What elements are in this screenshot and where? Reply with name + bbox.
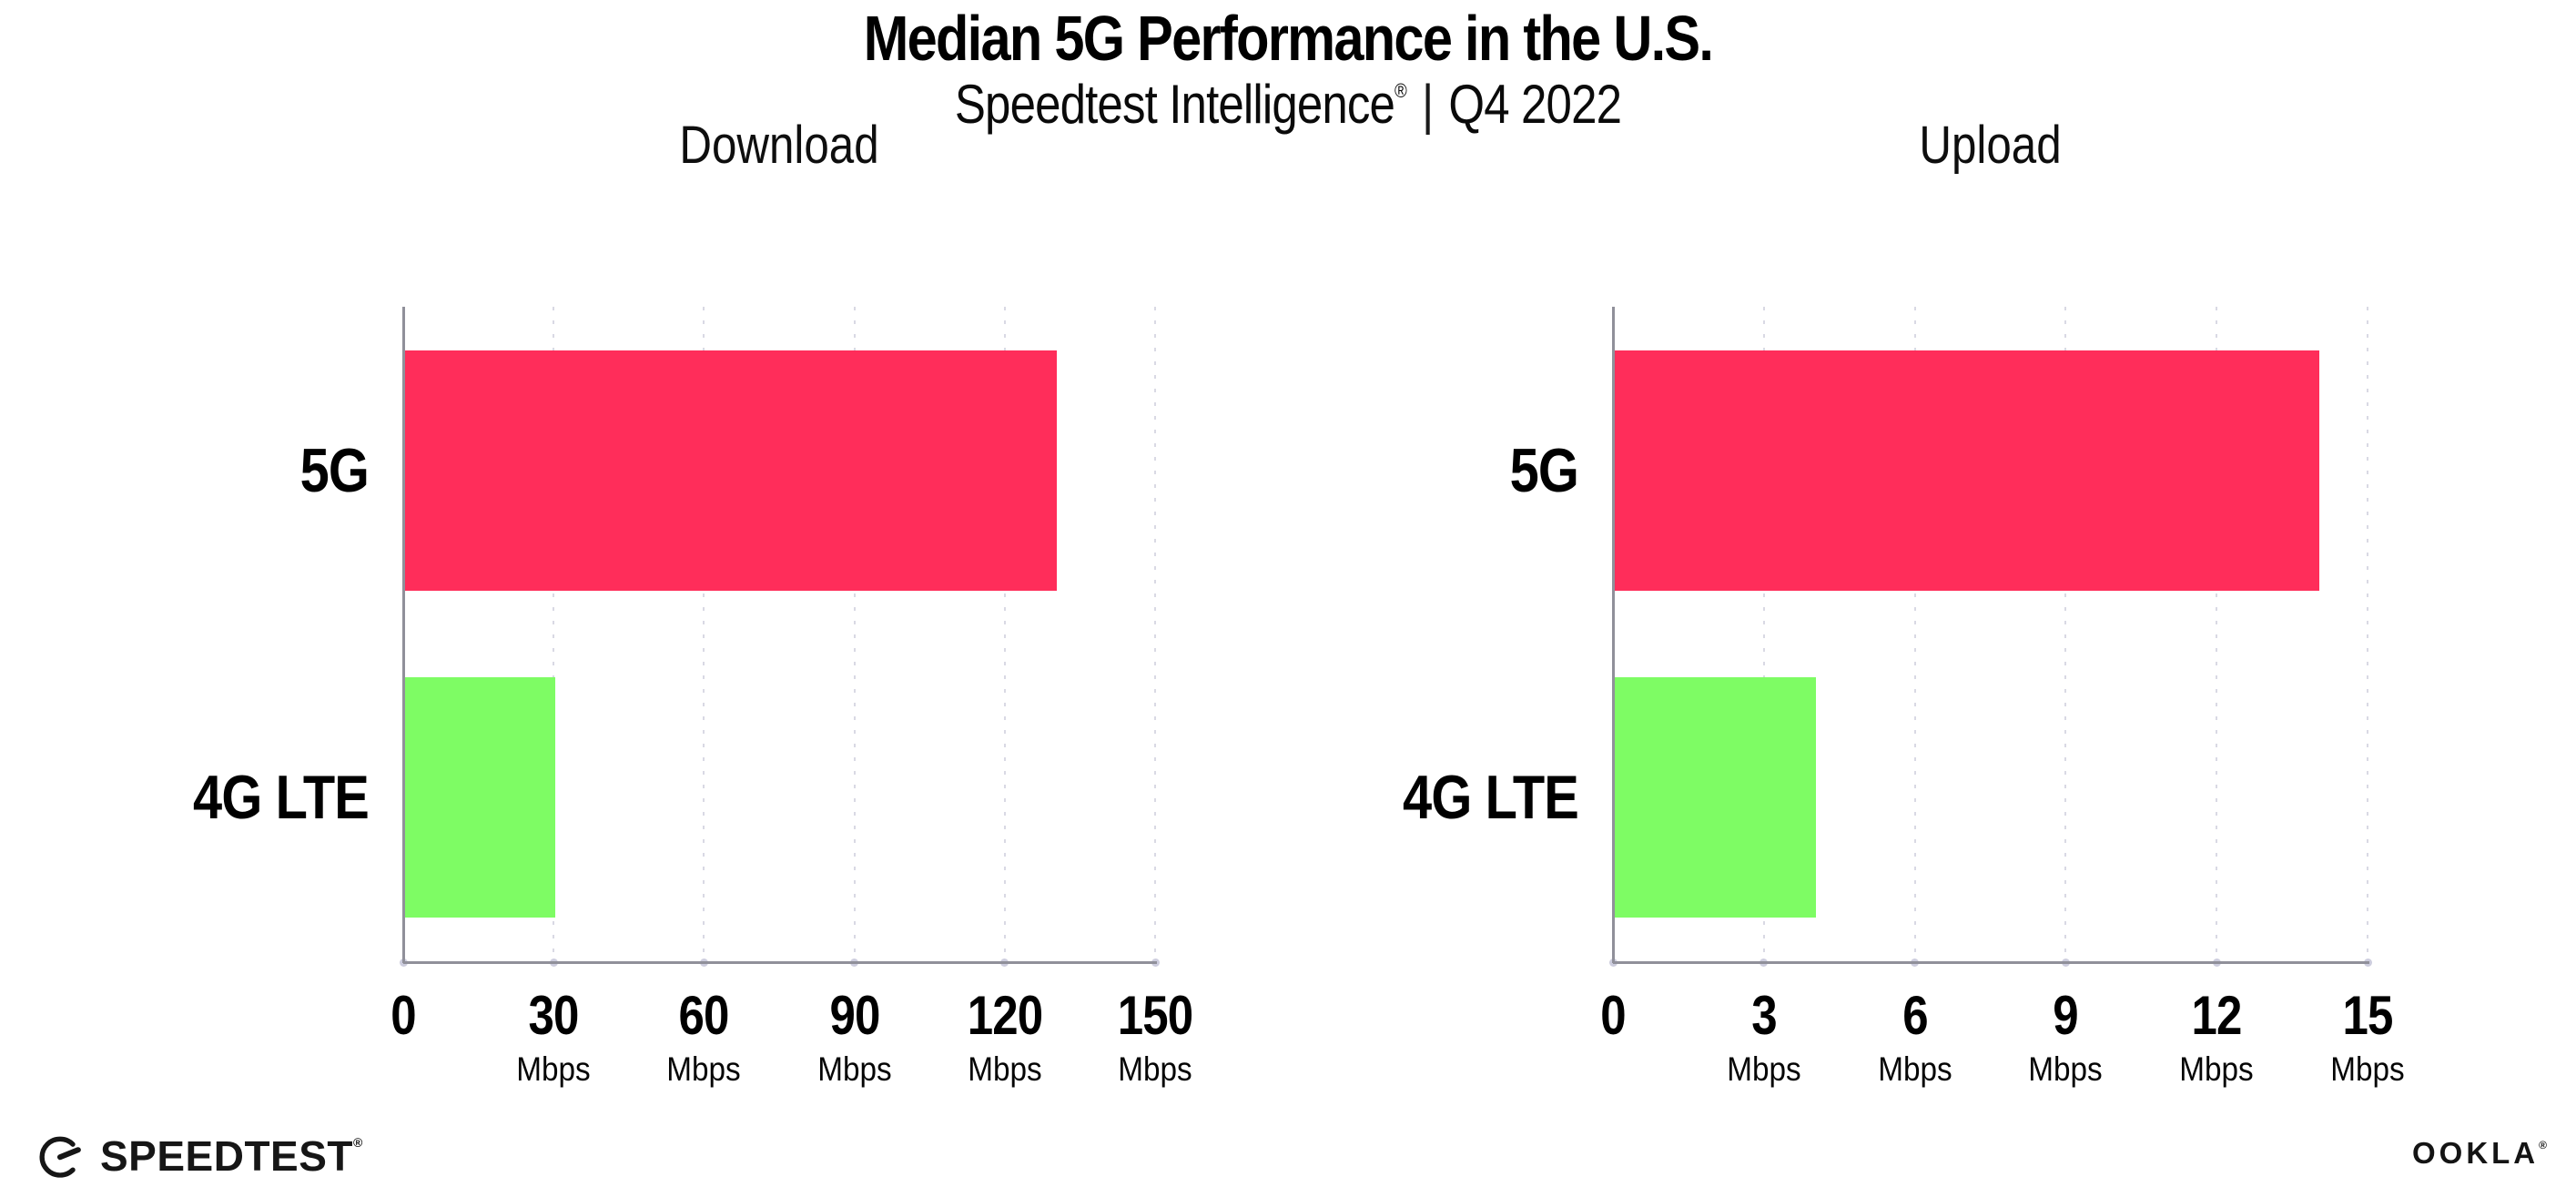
x-tick-unit-3: Mbps bbox=[1727, 1050, 1801, 1088]
x-tick-unit-120: Mbps bbox=[968, 1050, 1042, 1088]
gridline-30 bbox=[553, 307, 555, 961]
bar-5g bbox=[1615, 350, 2319, 591]
subtitle-brand: Speedtest Intelligence bbox=[954, 74, 1395, 135]
gridline-15 bbox=[2367, 307, 2368, 961]
speedtest-wordmark: SPEEDTEST® bbox=[100, 1135, 362, 1177]
page-subtitle: Speedtest Intelligence® | Q4 2022 bbox=[193, 73, 2383, 136]
x-axis bbox=[403, 961, 1157, 964]
upload-chart-title: Upload bbox=[1919, 116, 2062, 175]
x-tick-unit-90: Mbps bbox=[816, 1050, 892, 1088]
x-tick-label-90: 90 bbox=[829, 985, 880, 1046]
gauge-icon bbox=[39, 1136, 81, 1178]
x-tick-unit-6: Mbps bbox=[1877, 1050, 1952, 1088]
speedtest-label: SPEEDTEST bbox=[100, 1132, 354, 1180]
x-axis bbox=[1613, 961, 2369, 964]
x-tick-label-12: 12 bbox=[2191, 985, 2243, 1046]
gridline-9 bbox=[2064, 307, 2067, 961]
gridline-90 bbox=[853, 307, 856, 961]
x-tick-label-120: 120 bbox=[967, 985, 1043, 1046]
y-axis bbox=[401, 307, 405, 963]
gridline-60 bbox=[703, 307, 705, 961]
y-category-label-5g: 5G bbox=[1509, 435, 1579, 505]
gridline-12 bbox=[2216, 307, 2218, 961]
y-axis bbox=[1611, 307, 1615, 963]
bar-4g-lte bbox=[1615, 677, 1817, 918]
x-tick-label-0: 0 bbox=[390, 985, 416, 1046]
x-tick-unit-30: Mbps bbox=[516, 1050, 591, 1088]
y-category-label-4g-lte: 4G LTE bbox=[193, 763, 370, 833]
gridline-150 bbox=[1154, 307, 1156, 961]
bar-5g bbox=[405, 350, 1057, 591]
x-tick-label-9: 9 bbox=[2053, 985, 2079, 1046]
x-tick-label-60: 60 bbox=[678, 985, 730, 1046]
y-category-label-5g: 5G bbox=[299, 435, 370, 505]
ookla-logo: OOKLA® bbox=[2412, 1138, 2547, 1168]
x-tick-unit-150: Mbps bbox=[1118, 1050, 1192, 1088]
x-tick-label-3: 3 bbox=[1751, 985, 1777, 1046]
speedtest-logo: SPEEDTEST® bbox=[35, 1131, 362, 1182]
page-title: Median 5G Performance in the U.S. bbox=[863, 3, 1714, 74]
subtitle-divider: | bbox=[1421, 74, 1434, 135]
x-tick-label-6: 6 bbox=[1902, 985, 1928, 1046]
x-tick-label-0: 0 bbox=[1600, 985, 1626, 1046]
ookla-trademark: ® bbox=[2539, 1139, 2547, 1151]
x-tick-label-30: 30 bbox=[528, 985, 580, 1046]
download-chart-title: Download bbox=[679, 116, 879, 175]
y-category-label-4g-lte: 4G LTE bbox=[1403, 763, 1579, 833]
x-tick-unit-60: Mbps bbox=[666, 1050, 742, 1088]
x-tick-label-150: 150 bbox=[1117, 985, 1193, 1046]
gridline-3 bbox=[1762, 307, 1765, 961]
gridline-6 bbox=[1913, 307, 1916, 961]
gridline-120 bbox=[1003, 307, 1006, 961]
registered-trademark-symbol: ® bbox=[1394, 79, 1407, 102]
speedtest-trademark: ® bbox=[353, 1135, 363, 1150]
ookla-label: OOKLA bbox=[2411, 1136, 2540, 1170]
x-tick-label-15: 15 bbox=[2342, 985, 2393, 1046]
x-tick-unit-12: Mbps bbox=[2179, 1050, 2254, 1088]
x-tick-unit-15: Mbps bbox=[2330, 1050, 2405, 1088]
x-tick-unit-9: Mbps bbox=[2028, 1050, 2104, 1088]
bar-4g-lte bbox=[405, 677, 556, 918]
subtitle-period: Q4 2022 bbox=[1448, 74, 1622, 135]
